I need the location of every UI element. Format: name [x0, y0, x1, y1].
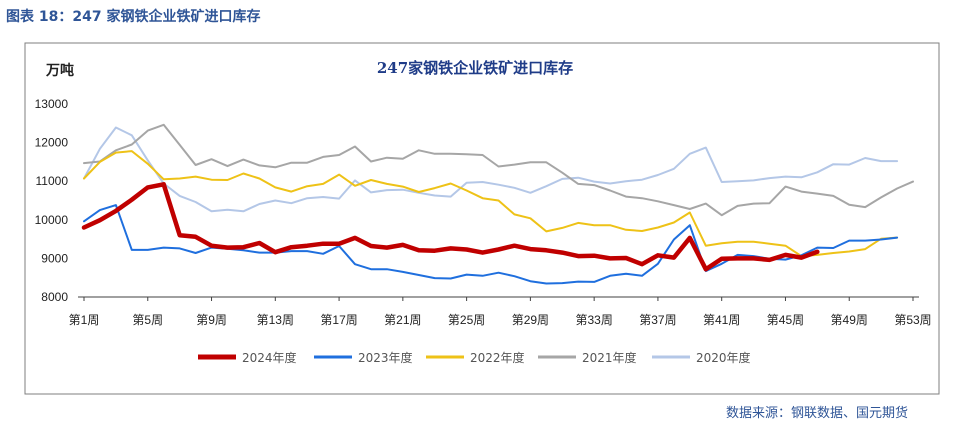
- y-tick-label: 8000: [41, 290, 68, 304]
- x-axis-ticks: 第1周 第5周 第9周 第13周 第17周 第21周 第25周 第29周 第33周 第37周 第41…: [69, 297, 932, 327]
- x-tick-label: 第33周: [575, 313, 612, 327]
- x-tick-label: 第21周: [384, 313, 421, 327]
- x-tick-label: 第1周: [69, 313, 100, 327]
- x-tick-label: 第29周: [512, 313, 549, 327]
- x-tick-label: 第17周: [320, 313, 357, 327]
- x-tick-label: 第41周: [703, 313, 740, 327]
- y-tick-label: 11000: [36, 174, 69, 188]
- legend: 2024年度 2023年度 2022年度 2021年度 2020年度: [198, 350, 751, 365]
- legend-label: 2024年度: [242, 350, 297, 365]
- x-tick-label: 第49周: [831, 313, 868, 327]
- y-axis-unit: 万吨: [45, 62, 74, 79]
- x-tick-label: 第37周: [639, 313, 676, 327]
- x-tick-label: 第45周: [767, 313, 804, 327]
- y-tick-label: 9000: [41, 251, 68, 265]
- chart-frame: [24, 42, 940, 395]
- x-tick-label: 第25周: [448, 313, 485, 327]
- y-tick-label: 12000: [35, 136, 69, 150]
- x-tick-label: 第13周: [257, 313, 294, 327]
- series-line: [83, 150, 899, 258]
- series-line: [83, 126, 899, 213]
- x-tick-label: 第53周: [894, 313, 931, 327]
- legend-label: 2021年度: [582, 350, 637, 365]
- x-tick-label: 第5周: [132, 313, 163, 327]
- series-layer: [81, 123, 914, 285]
- legend-label: 2020年度: [696, 350, 751, 365]
- series-line: [83, 123, 914, 217]
- y-axis-ticks: 8000 9000 10000 11000 12000 13000: [35, 97, 69, 304]
- series-line: [81, 182, 820, 272]
- source-note: 数据来源：钢联数据、国元期货: [726, 406, 909, 421]
- chart-title: 247家钢铁企业铁矿进口库存: [377, 59, 573, 77]
- y-tick-label: 10000: [35, 213, 69, 227]
- figure-caption: 图表 18：247 家钢铁企业铁矿进口库存: [6, 9, 261, 25]
- legend-label: 2023年度: [358, 350, 413, 365]
- legend-label: 2022年度: [470, 350, 525, 365]
- x-tick-label: 第9周: [196, 313, 227, 327]
- y-tick-label: 13000: [35, 97, 69, 111]
